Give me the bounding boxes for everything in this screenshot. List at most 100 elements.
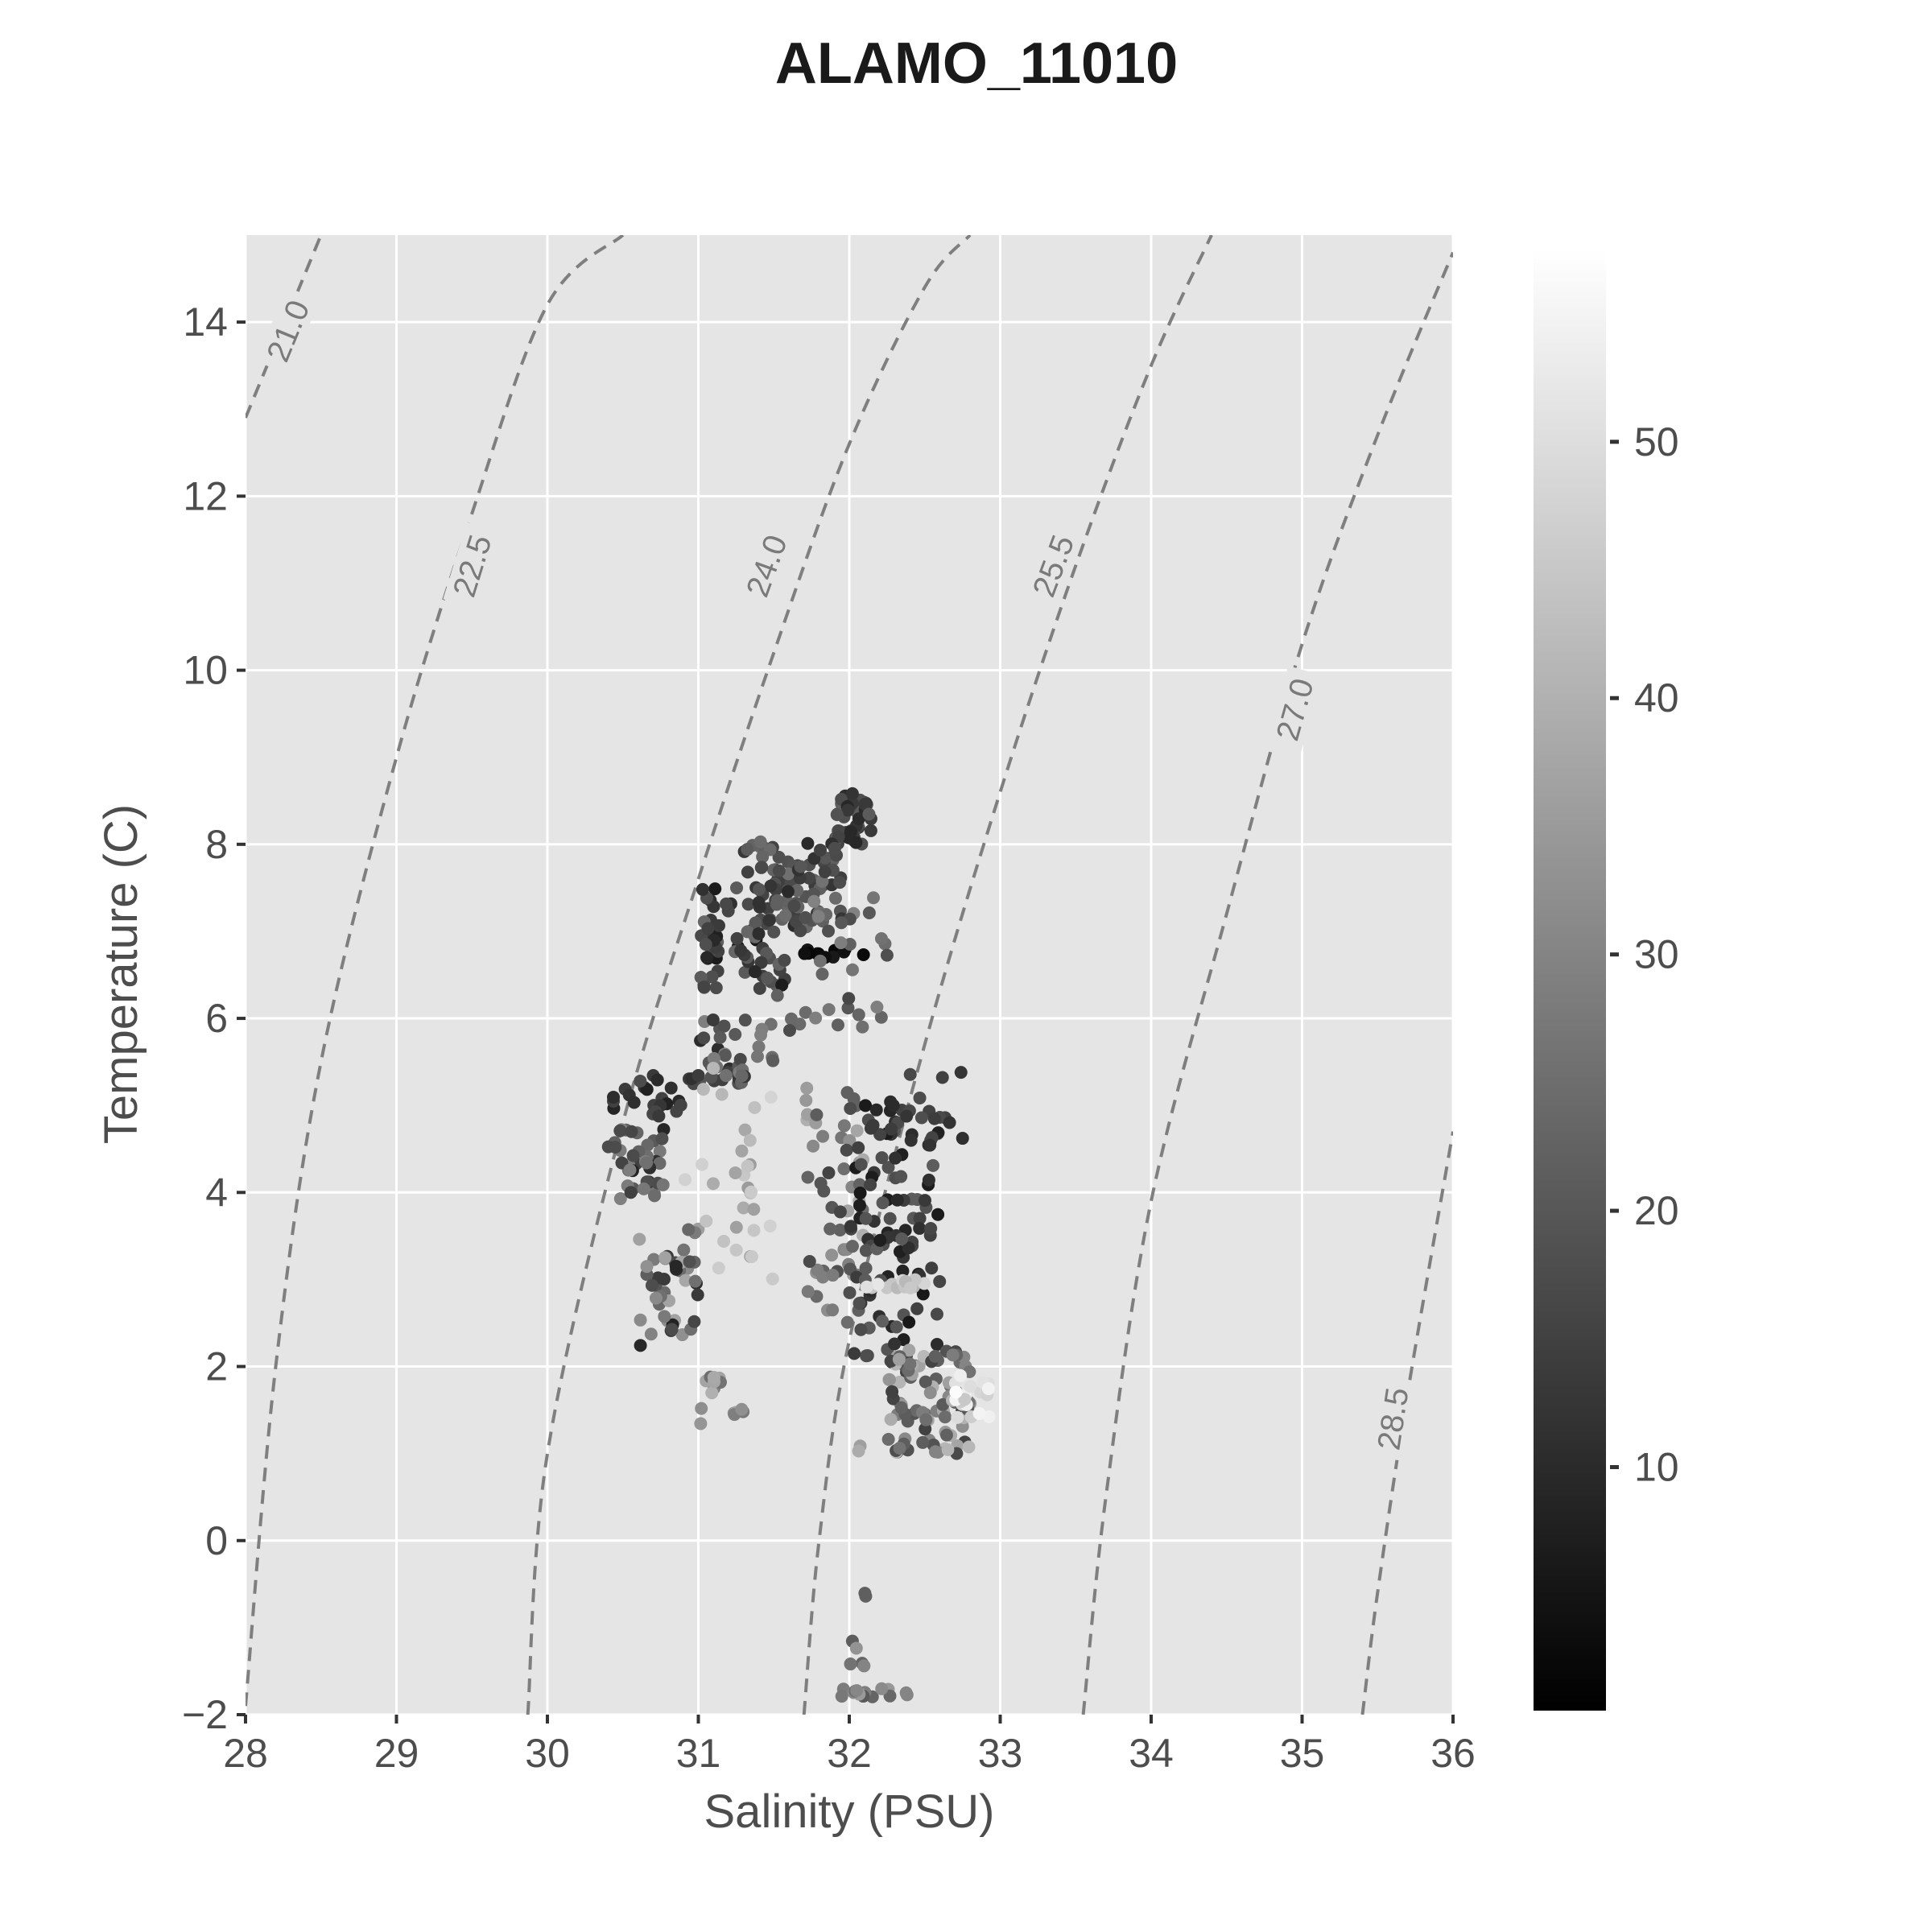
data-point: [833, 876, 847, 890]
data-point: [729, 1243, 743, 1257]
data-point: [705, 1386, 719, 1400]
x-tick-label: 32: [827, 1731, 872, 1776]
data-point: [761, 971, 774, 985]
data-point: [954, 1066, 968, 1080]
data-point: [778, 953, 791, 967]
data-point: [749, 916, 762, 930]
data-point: [884, 1095, 898, 1108]
data-point: [916, 1435, 930, 1449]
colorbar-tick-label: 30: [1634, 932, 1679, 977]
data-point: [816, 1129, 830, 1143]
data-point: [896, 1264, 910, 1278]
data-point: [814, 1176, 828, 1190]
data-point: [748, 965, 762, 979]
isopycnal-label-gap: [736, 522, 797, 610]
data-point: [837, 1119, 851, 1133]
data-point: [700, 951, 714, 964]
data-point: [951, 1410, 964, 1424]
data-point: [707, 1061, 720, 1075]
x-tick-label: 29: [374, 1731, 419, 1776]
data-point: [845, 1240, 859, 1253]
isopycnal-label-gap: [1266, 666, 1323, 753]
data-point: [701, 922, 715, 935]
data-point: [778, 909, 792, 923]
isopycnal-line: [526, 235, 972, 1715]
data-point: [875, 1682, 889, 1695]
data-point: [754, 1028, 768, 1042]
data-point: [859, 1212, 873, 1225]
data-point: [930, 1307, 943, 1321]
data-point: [886, 1385, 899, 1398]
data-point: [713, 1030, 727, 1044]
data-point: [717, 1235, 731, 1249]
data-point: [634, 1313, 647, 1327]
data-point: [650, 1073, 664, 1087]
x-tick-label: 33: [978, 1731, 1023, 1776]
data-point: [682, 1223, 696, 1236]
data-point: [653, 1145, 667, 1158]
data-point: [798, 947, 811, 960]
data-point: [931, 1338, 944, 1352]
data-point: [853, 1187, 867, 1200]
data-point: [928, 1445, 942, 1459]
data-point: [677, 1243, 691, 1257]
data-point: [801, 1285, 815, 1298]
data-point: [861, 1348, 874, 1362]
data-point: [914, 1111, 928, 1125]
data-point: [939, 1410, 952, 1424]
data-point: [893, 1441, 906, 1455]
data-point: [844, 1102, 857, 1116]
data-point: [691, 1068, 705, 1082]
data-point: [607, 1090, 621, 1104]
data-point: [766, 1272, 779, 1286]
data-point: [644, 1327, 658, 1341]
data-point: [982, 1410, 996, 1423]
data-point: [833, 1223, 847, 1236]
data-point: [826, 1269, 840, 1282]
data-point: [873, 1233, 887, 1247]
data-point: [754, 956, 768, 969]
y-tick-label: 10: [183, 648, 228, 693]
data-point: [613, 1124, 627, 1137]
data-point: [700, 1214, 713, 1228]
isopycnal-line: [1360, 1131, 1453, 1715]
data-point: [691, 1288, 704, 1302]
data-point: [807, 894, 821, 908]
data-point: [762, 914, 776, 927]
data-point: [835, 916, 848, 930]
data-point: [772, 850, 786, 864]
data-point: [864, 824, 877, 837]
data-point: [900, 1109, 914, 1123]
data-point: [752, 1040, 766, 1054]
data-point: [841, 1001, 855, 1015]
data-point: [845, 963, 859, 976]
data-point: [653, 1157, 667, 1170]
data-point: [735, 1069, 749, 1083]
data-point: [683, 1255, 696, 1269]
data-point: [802, 871, 815, 885]
data-point: [665, 1323, 679, 1336]
x-tick-label: 34: [1129, 1731, 1174, 1776]
data-point: [770, 989, 784, 1002]
data-point: [949, 1385, 963, 1399]
data-point: [747, 1224, 761, 1237]
data-point: [741, 1159, 754, 1173]
data-point: [946, 1348, 960, 1362]
data-point: [842, 992, 856, 1005]
data-point: [834, 936, 848, 950]
data-point: [922, 1173, 935, 1187]
data-point: [649, 1291, 663, 1305]
colorbar-tick-label: 20: [1634, 1188, 1679, 1233]
x-tick-label: 35: [1280, 1731, 1325, 1776]
data-point: [697, 1031, 711, 1045]
isopycnal-label-gap: [1022, 522, 1084, 610]
data-point: [916, 1287, 930, 1301]
data-point: [927, 1158, 940, 1172]
data-point: [785, 1012, 799, 1026]
data-point: [752, 896, 766, 910]
data-point: [738, 1013, 752, 1027]
data-point: [640, 1260, 654, 1274]
data-point: [964, 1380, 977, 1393]
data-point: [781, 885, 795, 898]
